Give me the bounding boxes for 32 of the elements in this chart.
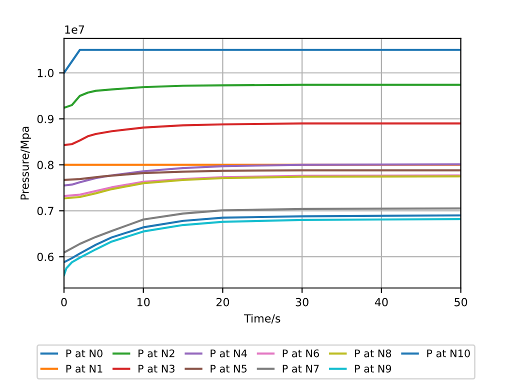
legend-label: P at N8 xyxy=(355,349,392,358)
y-tick-label: 0.9 xyxy=(37,114,54,124)
x-tick-label: 30 xyxy=(296,298,308,306)
y-tick-label: 0.8 xyxy=(37,160,54,170)
legend-label: P at N2 xyxy=(138,349,174,358)
line-series xyxy=(64,214,461,264)
y-tick-label: 1.0 xyxy=(38,68,54,78)
line-series xyxy=(64,169,461,182)
x-tick-label: 10 xyxy=(138,298,150,306)
legend-label: P at N1 xyxy=(66,364,102,373)
x-tick-label: 20 xyxy=(216,298,230,306)
line-series xyxy=(64,122,461,146)
x-tick-label: 50 xyxy=(454,298,468,306)
x-tick-label: 40 xyxy=(374,298,388,306)
y-axis-title: Pressure/Mpa xyxy=(20,126,32,200)
text: 1e7 xyxy=(65,25,84,34)
line-series xyxy=(64,218,461,276)
y-tick-label: 0.7 xyxy=(37,206,54,216)
legend-label: P at N0 xyxy=(66,349,102,358)
legend-label: P at N7 xyxy=(282,364,319,373)
legend-label: P at N4 xyxy=(210,350,247,358)
legend-label: P at N9 xyxy=(355,364,392,373)
line-series xyxy=(64,84,461,109)
line-series xyxy=(64,163,461,187)
line-series xyxy=(64,207,461,254)
x-axis-title: Time/s xyxy=(244,314,280,324)
x-tick-label: 0 xyxy=(61,298,67,306)
legend-label: P at N10 xyxy=(427,349,470,358)
legend-label: P at N6 xyxy=(282,349,319,358)
legend-label: P at N5 xyxy=(210,364,247,373)
y-tick-label: 0.6 xyxy=(37,252,54,262)
legend-label: P at N3 xyxy=(138,364,174,373)
